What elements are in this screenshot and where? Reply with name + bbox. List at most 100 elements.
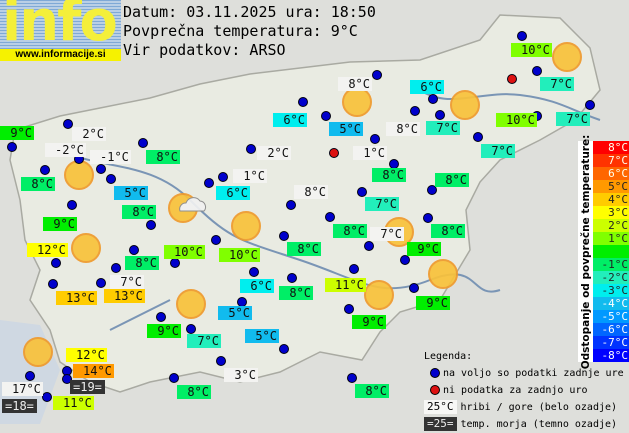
station-dot-available[interactable] <box>106 174 116 184</box>
station-dot-available[interactable] <box>96 278 106 288</box>
temperature-label: 8°C <box>338 77 372 91</box>
temperature-label: 7°C <box>370 227 404 241</box>
temperature-label: -1°C <box>90 150 131 164</box>
logo-url[interactable]: www.informacije.si <box>0 49 121 61</box>
temperature-label: 11°C <box>53 396 94 410</box>
temperature-label: 8°C <box>125 256 159 270</box>
station-dot-available[interactable] <box>63 119 73 129</box>
station-dot-available[interactable] <box>246 144 256 154</box>
station-dot-available[interactable] <box>364 241 374 251</box>
temperature-label: 7°C <box>481 144 515 158</box>
red-dot-icon <box>430 385 440 395</box>
temperature-label: 9°C <box>416 296 450 310</box>
temperature-label: 8°C <box>146 150 180 164</box>
station-dot-available[interactable] <box>532 66 542 76</box>
station-dot-available[interactable] <box>51 258 61 268</box>
station-dot-available[interactable] <box>218 172 228 182</box>
station-dot-available[interactable] <box>357 187 367 197</box>
station-dot-available[interactable] <box>40 165 50 175</box>
temperature-label: 1°C <box>233 169 267 183</box>
station-dot-available[interactable] <box>146 220 156 230</box>
temperature-label: 10°C <box>511 43 552 57</box>
legend-available: na voljo so podatki zadnje ure <box>443 368 624 379</box>
colorbar-step: 3°C <box>593 206 629 219</box>
station-dot-available[interactable] <box>211 235 221 245</box>
station-dot-available[interactable] <box>321 111 331 121</box>
temperature-label: =18= <box>2 399 37 413</box>
logo[interactable]: info www.informacije.si <box>0 0 121 61</box>
temperature-label: 7°C <box>556 112 590 126</box>
colorbar-step: -6°C <box>593 323 629 336</box>
station-dot-available[interactable] <box>204 178 214 188</box>
station-dot-available[interactable] <box>186 324 196 334</box>
station-dot-available[interactable] <box>347 373 357 383</box>
station-dot-available[interactable] <box>7 142 17 152</box>
station-dot-available[interactable] <box>410 106 420 116</box>
average-temperature: Povprečna temperatura: 9°C <box>123 22 358 40</box>
station-dot-available[interactable] <box>279 231 289 241</box>
colorbar-step: -3°C <box>593 284 629 297</box>
station-dot-available[interactable] <box>349 264 359 274</box>
station-dot-available[interactable] <box>287 273 297 283</box>
station-dot-available[interactable] <box>423 213 433 223</box>
station-dot-missing[interactable] <box>329 148 339 158</box>
station-dot-available[interactable] <box>111 263 121 273</box>
sun-cloud-icon <box>168 193 207 223</box>
temperature-label: 12°C <box>66 348 107 362</box>
temperature-label: 5°C <box>114 186 148 200</box>
station-dot-available[interactable] <box>249 267 259 277</box>
station-dot-available[interactable] <box>298 97 308 107</box>
river <box>59 149 501 293</box>
colorbar-step: -4°C <box>593 297 629 310</box>
station-dot-available[interactable] <box>156 312 166 322</box>
station-dot-available[interactable] <box>400 255 410 265</box>
station-dot-available[interactable] <box>585 100 595 110</box>
station-dot-available[interactable] <box>325 212 335 222</box>
station-dot-available[interactable] <box>435 110 445 120</box>
station-dot-available[interactable] <box>96 164 106 174</box>
station-dot-missing[interactable] <box>507 74 517 84</box>
temperature-label: 7°C <box>110 275 144 289</box>
colorbar-step: -1°C <box>593 258 629 271</box>
station-dot-available[interactable] <box>42 392 52 402</box>
station-dot-available[interactable] <box>372 70 382 80</box>
station-dot-available[interactable] <box>170 258 180 268</box>
station-dot-available[interactable] <box>286 200 296 210</box>
colorbar-step: 6°C <box>593 167 629 180</box>
date-line: Datum: 03.11.2025 ura: 18:50 <box>123 3 376 21</box>
deviation-colorbar: Odstopanje od povprečne temperature: 8°C… <box>578 134 629 369</box>
logo-text: info <box>2 0 116 48</box>
station-dot-available[interactable] <box>428 94 438 104</box>
sun-icon <box>428 259 458 289</box>
temperature-label: 10°C <box>164 245 205 259</box>
colorbar-step: -8°C <box>593 349 629 362</box>
station-dot-available[interactable] <box>473 132 483 142</box>
temperature-label: 17°C <box>2 382 43 396</box>
station-dot-available[interactable] <box>169 373 179 383</box>
sun-icon <box>176 289 206 319</box>
station-dot-available[interactable] <box>216 356 226 366</box>
station-dot-available[interactable] <box>279 344 289 354</box>
station-dot-available[interactable] <box>370 134 380 144</box>
temperature-label: 8°C <box>279 286 313 300</box>
sun-icon <box>450 90 480 120</box>
station-dot-available[interactable] <box>138 138 148 148</box>
temperature-label: 2°C <box>72 127 106 141</box>
station-dot-available[interactable] <box>344 304 354 314</box>
station-dot-available[interactable] <box>48 279 58 289</box>
temperature-label: 7°C <box>540 77 574 91</box>
station-dot-available[interactable] <box>129 245 139 255</box>
temperature-label: 8°C <box>21 177 55 191</box>
temperature-label: 5°C <box>329 122 363 136</box>
station-dot-available[interactable] <box>67 200 77 210</box>
station-dot-available[interactable] <box>517 31 527 41</box>
temperature-label: 7°C <box>426 121 460 135</box>
colorbar-step: -5°C <box>593 310 629 323</box>
station-dot-available[interactable] <box>427 185 437 195</box>
blue-dot-icon <box>430 368 440 378</box>
station-dot-available[interactable] <box>409 283 419 293</box>
legend-sea: temp. morja (temno ozadje) <box>460 419 618 430</box>
station-dot-available[interactable] <box>25 371 35 381</box>
station-dot-available[interactable] <box>62 374 72 384</box>
colorbar-title: Odstopanje od povprečne temperature: <box>579 134 592 369</box>
